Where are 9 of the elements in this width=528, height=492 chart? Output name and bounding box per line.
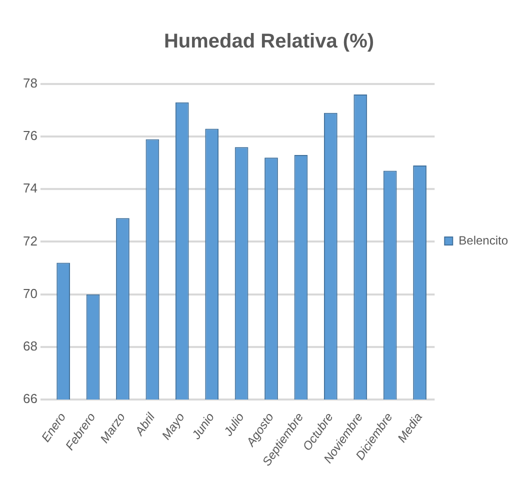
- y-tick-label: 72: [22, 233, 38, 248]
- chart-title: Humedad Relativa (%): [164, 30, 374, 53]
- y-tick-label: 68: [22, 338, 38, 354]
- y-tick-label: 70: [22, 286, 38, 301]
- y-tick-label: 76: [22, 128, 38, 144]
- y-tick-label: 74: [22, 180, 38, 196]
- legend-label: Belencito: [458, 233, 508, 248]
- y-tick-label: 78: [22, 76, 38, 91]
- y-tick-label: 66: [22, 391, 38, 406]
